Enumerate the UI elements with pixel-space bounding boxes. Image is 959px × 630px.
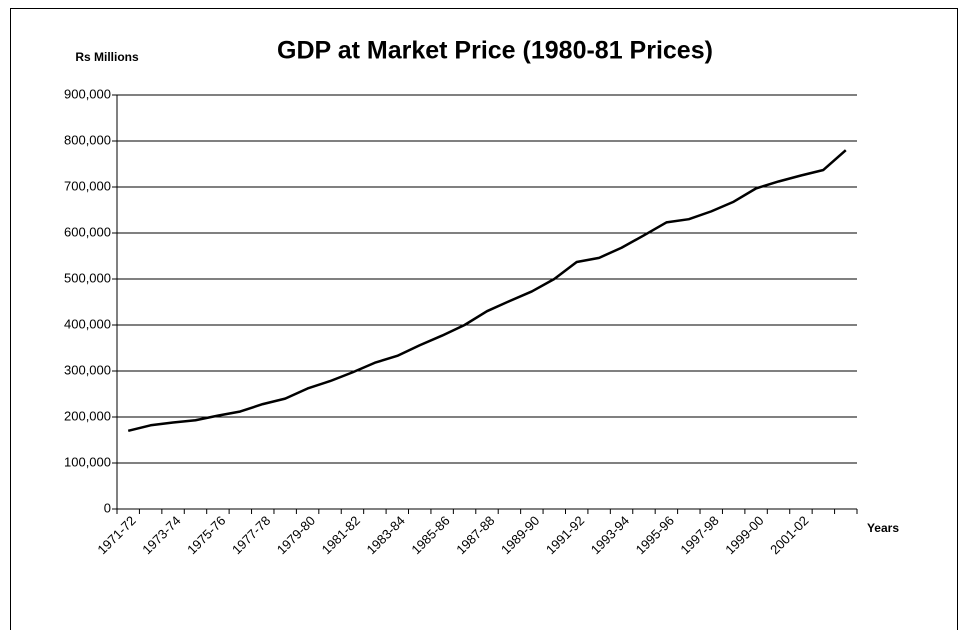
x-tick-label: 1997-98 — [677, 513, 721, 557]
x-tick-label: 1995-96 — [633, 513, 677, 557]
y-tick-label: 0 — [104, 500, 111, 515]
x-tick-label: 1989-90 — [498, 513, 542, 557]
x-tick-label: 1971-72 — [94, 513, 138, 557]
x-tick-label: 1981-82 — [319, 513, 363, 557]
y-tick-label: 600,000 — [64, 224, 111, 239]
y-tick-label: 700,000 — [64, 178, 111, 193]
x-tick-label: 1975-76 — [184, 513, 228, 557]
y-axis-label: Rs Millions — [75, 50, 139, 64]
y-tick-label: 400,000 — [64, 316, 111, 331]
y-tick-label: 100,000 — [64, 454, 111, 469]
frame — [10, 8, 958, 630]
x-tick-label: 1999-00 — [722, 513, 766, 557]
x-tick-label: 1977-78 — [229, 513, 273, 557]
x-tick-label: 1985-86 — [408, 513, 452, 557]
y-tick-label: 200,000 — [64, 408, 111, 423]
x-tick-label: 1987-88 — [453, 513, 497, 557]
x-axis-label: Years — [867, 521, 899, 535]
y-tick-label: 900,000 — [64, 86, 111, 101]
x-tick-label: 1993-94 — [588, 513, 632, 557]
y-tick-label: 800,000 — [64, 132, 111, 147]
x-tick-label: 1979-80 — [274, 513, 318, 557]
chart-title: GDP at Market Price (1980-81 Prices) — [277, 37, 713, 65]
x-tick-label: 1973-74 — [139, 513, 183, 557]
line-series — [127, 149, 847, 433]
x-tick-label: 2001-02 — [767, 513, 811, 557]
y-tick-label: 500,000 — [64, 270, 111, 285]
y-tick-label: 300,000 — [64, 362, 111, 377]
x-tick-label: 1983-84 — [364, 513, 408, 557]
x-tick-label: 1991-92 — [543, 513, 587, 557]
